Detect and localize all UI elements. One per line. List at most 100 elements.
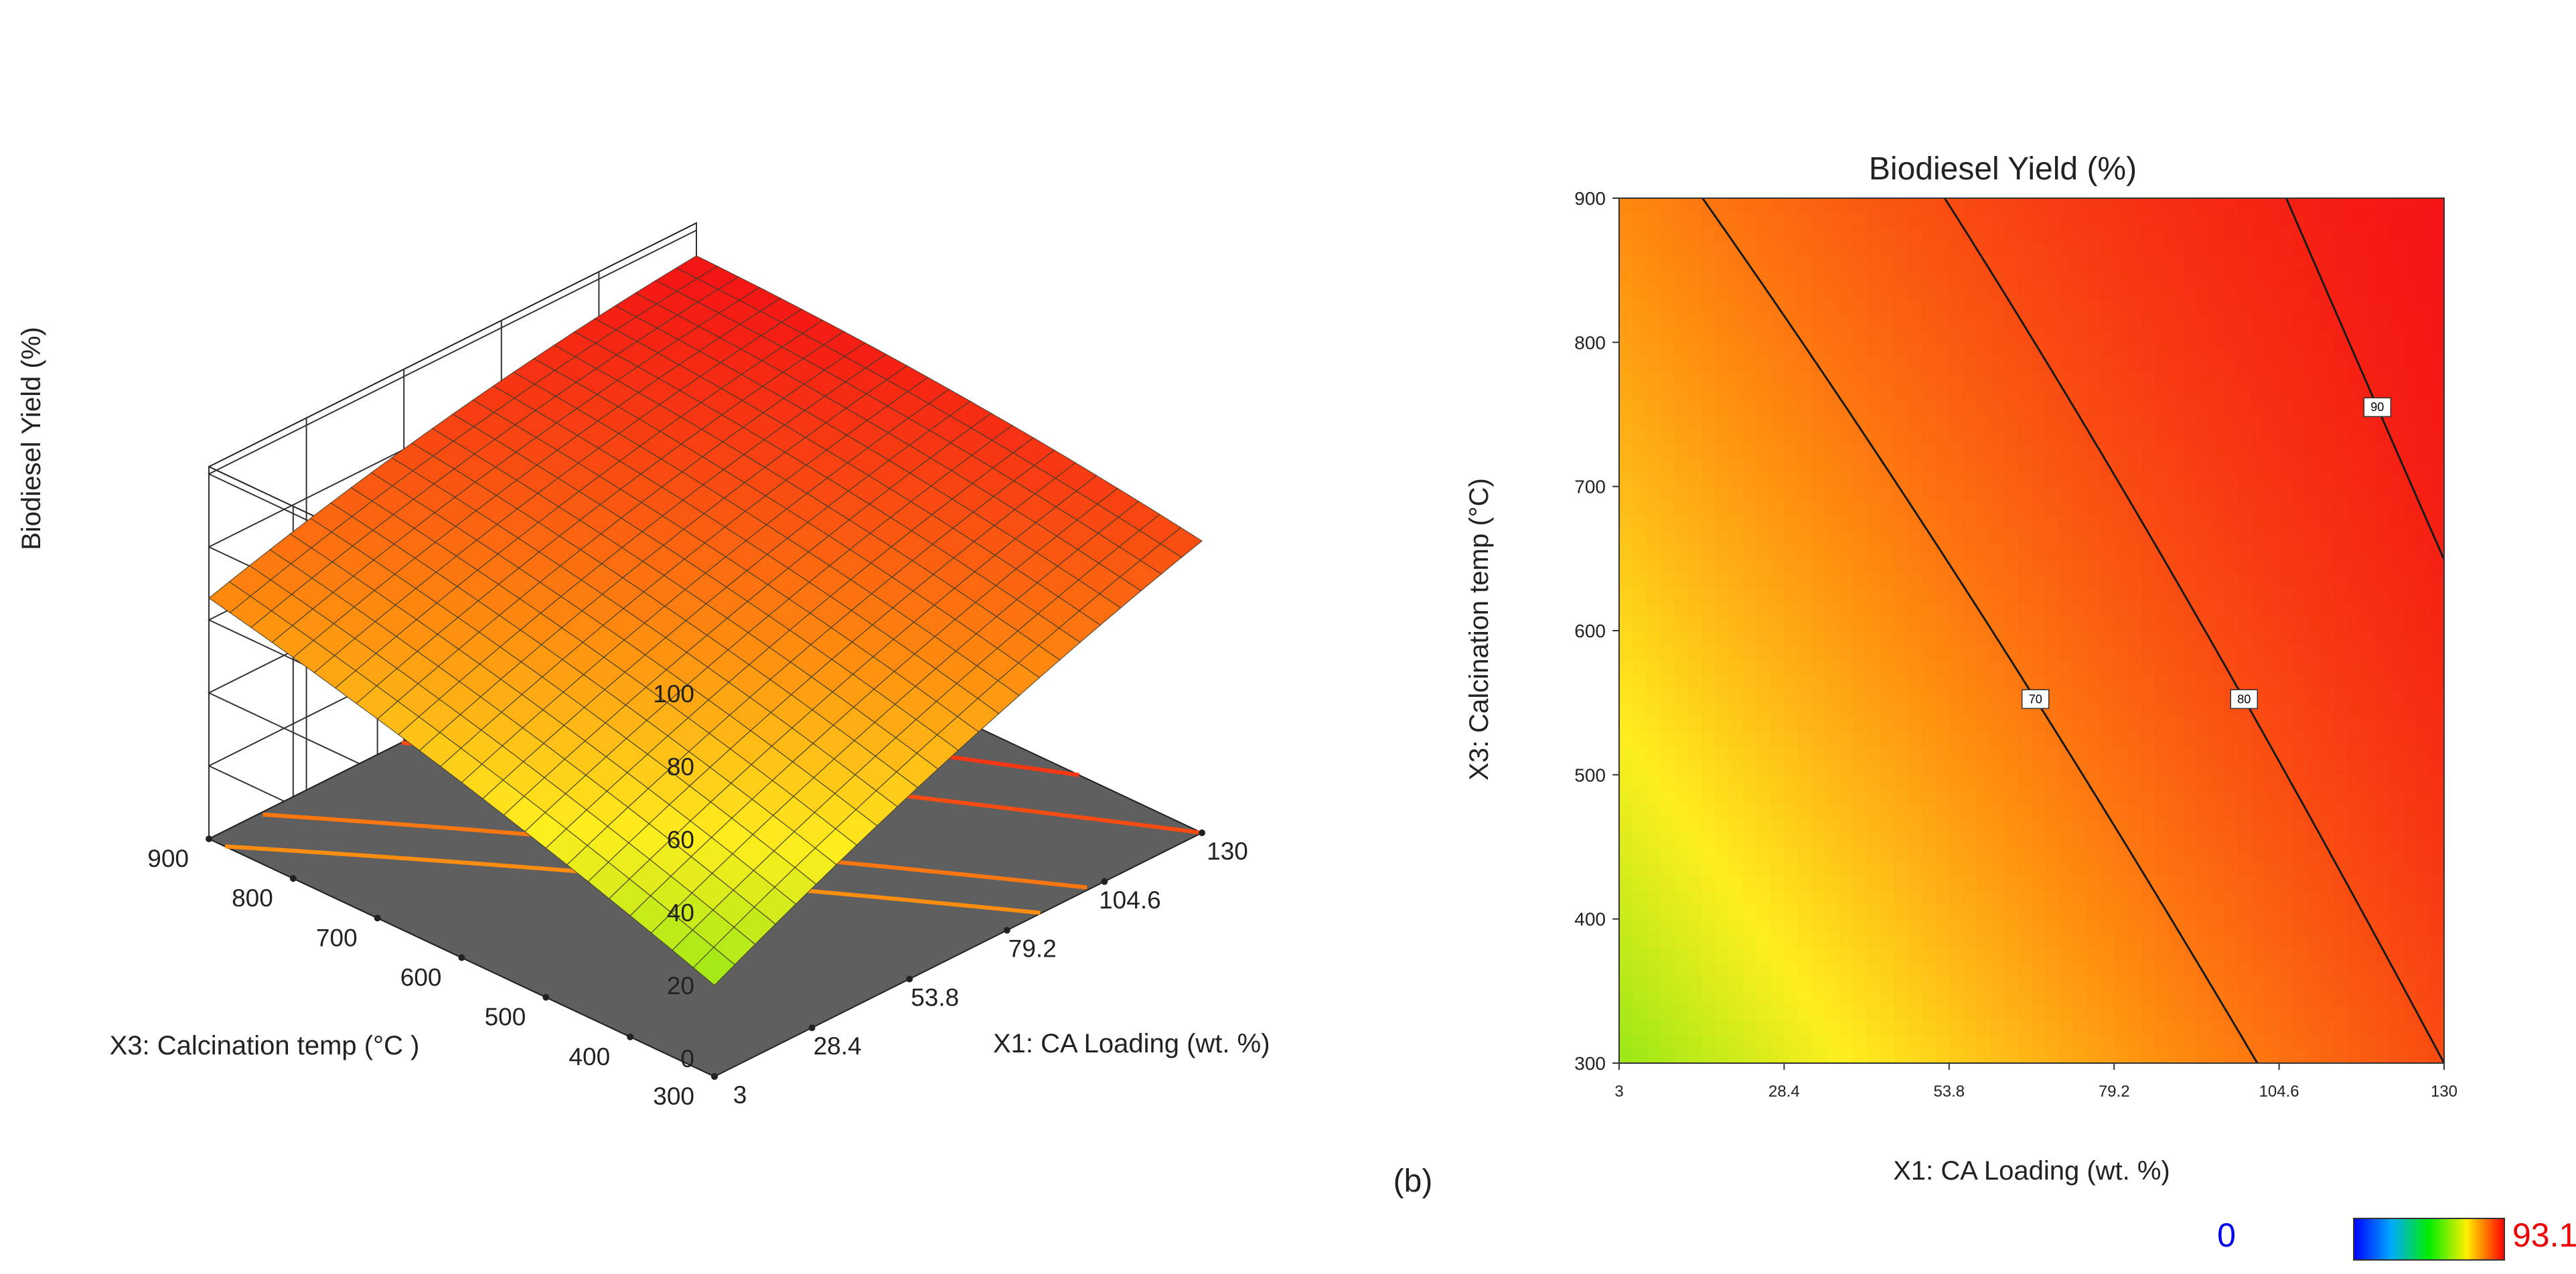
heatmap-cell: [1853, 414, 1868, 430]
heatmap-cell: [1976, 702, 1991, 718]
heatmap-cell: [1894, 270, 1908, 285]
heatmap-cell: [1674, 443, 1689, 459]
heatmap-cell: [2100, 746, 2115, 761]
heatmap-cell: [1866, 587, 1881, 603]
heatmap-cell: [1619, 890, 1634, 905]
heatmap-cell: [2210, 472, 2225, 487]
heatmap-cell: [2100, 385, 2115, 401]
heatmap-cell: [2320, 688, 2335, 704]
heatmap-cell: [2087, 572, 2101, 588]
heatmap-cell: [1647, 256, 1661, 271]
heatmap-cell: [2361, 515, 2376, 530]
heatmap-cell: [2018, 241, 2032, 256]
heatmap-cell: [1990, 847, 2005, 862]
heatmap-cell: [2018, 817, 2032, 833]
heatmap-cell: [2334, 760, 2348, 776]
heatmap-cell: [1949, 1005, 1964, 1021]
heatmap-cell: [2059, 270, 2074, 285]
heatmap-cell: [1674, 803, 1689, 819]
heatmap-cell: [2141, 385, 2156, 401]
heatmap-cell: [1729, 746, 1744, 761]
heatmap-cell: [2389, 746, 2404, 761]
heatmap-cell: [1990, 991, 2005, 1006]
heatmap-cell: [1839, 789, 1853, 805]
heatmap-cell: [1839, 587, 1853, 603]
heatmap-cell: [1921, 558, 1936, 574]
heatmap-cell: [2196, 789, 2211, 805]
heatmap-cell: [1619, 327, 1634, 343]
heatmap-cell: [1784, 775, 1799, 790]
heatmap-cell: [2403, 414, 2417, 430]
heatmap-cell: [1825, 616, 1840, 631]
heatmap-cell: [2127, 991, 2142, 1006]
heatmap-cell: [2430, 227, 2445, 242]
heatmap-cell: [2127, 472, 2142, 487]
heatmap-cell: [2348, 876, 2362, 891]
heatmap-cell: [2306, 601, 2321, 617]
heatmap-cell: [2045, 731, 2060, 746]
heatmap-cell: [1756, 356, 1771, 372]
heatmap-cell: [2087, 587, 2101, 603]
heatmap-cell: [2251, 616, 2266, 631]
heatmap-cell: [1770, 1048, 1785, 1064]
heatmap-cell: [1619, 414, 1634, 430]
heatmap-cell: [2238, 933, 2253, 949]
heatmap-cell: [2348, 198, 2362, 214]
heatmap-cell: [2238, 400, 2253, 415]
heatmap-cell: [2087, 702, 2101, 718]
heatmap-cell: [1976, 746, 1991, 761]
heatmap-cell: [2059, 227, 2074, 242]
heatmap-cell: [1647, 270, 1661, 285]
heatmap-cell: [1715, 947, 1730, 963]
heatmap-cell: [2087, 400, 2101, 415]
heatmap-cell: [2279, 587, 2293, 603]
heatmap-cell: [2375, 313, 2390, 329]
heatmap-cell: [2169, 775, 2184, 790]
heatmap-cell: [1756, 832, 1771, 848]
heatmap-cell: [2100, 1020, 2115, 1035]
heatmap-cell: [2127, 731, 2142, 746]
heatmap-cell: [1949, 717, 1964, 732]
heatmap-cell: [1742, 717, 1758, 732]
heatmap-cell: [2196, 803, 2211, 819]
heatmap-cell: [2182, 572, 2198, 588]
heatmap-cell: [2361, 256, 2376, 271]
heatmap-cell: [1825, 1034, 1840, 1050]
heatmap-cell: [1619, 904, 1634, 920]
heatmap-cell: [2059, 501, 2074, 516]
heatmap-cell: [2114, 976, 2129, 992]
heatmap-cell: [2196, 817, 2211, 833]
heatmap-cell: [2169, 976, 2184, 992]
heatmap-cell: [1963, 544, 1977, 560]
heatmap-cell: [2210, 572, 2225, 588]
heatmap-cell: [1908, 342, 1922, 357]
heatmap-cell: [2403, 933, 2417, 949]
heatmap-cell: [1770, 832, 1785, 848]
heatmap-cell: [2361, 1020, 2376, 1035]
heatmap-cell: [1963, 313, 1977, 329]
heatmap-cell: [2389, 760, 2404, 776]
heatmap-cell: [2238, 832, 2253, 848]
heatmap-cell: [1784, 904, 1799, 920]
heatmap-cell: [2238, 947, 2253, 963]
heatmap-cell: [2059, 472, 2074, 487]
heatmap-cell: [1853, 342, 1868, 357]
heatmap-cell: [2375, 241, 2390, 256]
heatmap-cell: [1880, 530, 1895, 545]
heatmap-cell: [2361, 890, 2376, 905]
heatmap-cell: [2087, 1034, 2101, 1050]
heatmap-cell: [2045, 832, 2060, 848]
heatmap-cell: [2155, 861, 2170, 876]
heatmap-cell: [2389, 731, 2404, 746]
heatmap-cell: [2059, 991, 2074, 1006]
heatmap-cell: [1660, 991, 1675, 1006]
heatmap-cell: [2003, 371, 2019, 386]
heatmap-cell: [2169, 414, 2184, 430]
heatmap-cell: [2087, 688, 2101, 704]
heatmap-cell: [2003, 270, 2019, 285]
heatmap-cell: [2265, 299, 2280, 314]
heatmap-cell: [2003, 472, 2019, 487]
heatmap-cell: [1935, 443, 1950, 459]
heatmap-cell: [1990, 501, 2005, 516]
heatmap-cell: [2127, 227, 2142, 242]
